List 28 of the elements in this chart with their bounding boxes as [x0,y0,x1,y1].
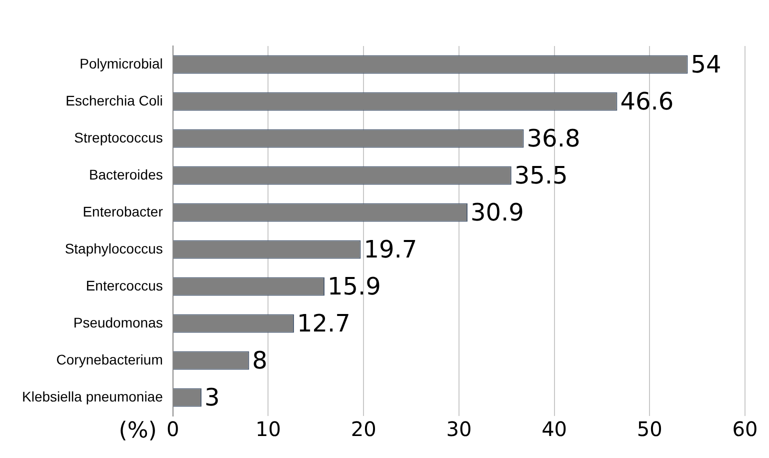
y-tick-label: Enterobacter [82,203,164,220]
data-label: 8 [252,346,268,375]
x-tick-label: 20 [350,417,376,442]
y-tick-label: Entercoccus [86,277,163,294]
data-label: 36.8 [526,124,580,153]
y-tick-label: Corynebacterium [56,351,163,368]
x-tick-label: 50 [636,417,662,442]
data-label: 35.5 [514,162,568,190]
data-label: 3 [204,384,220,412]
y-tick-label: Polymicrobial [80,55,163,72]
data-label: 15.9 [327,272,381,301]
x-tick-label: 60 [732,417,758,442]
y-tick-label: Bacteroides [88,166,163,182]
data-label: 19.7 [364,236,418,264]
y-tick-label: Streptococcus [74,129,163,146]
y-tick-label: Staphylococcus [64,240,163,256]
y-tick-label: Escherchia Coli [66,92,163,108]
x-axis-title: (%) [118,418,157,444]
x-tick-label: 10 [256,417,281,442]
data-label: 12.7 [296,310,350,338]
x-tick-label: 40 [542,417,568,442]
x-tick-label: 0 [166,417,180,442]
y-tick-label: Pseudomonas [73,314,163,330]
data-label: 46.6 [620,88,674,116]
x-tick-label: 30 [446,417,472,442]
data-label: 30.9 [470,198,524,227]
y-tick-label: Klebsiella pneumoniae [22,388,164,404]
data-label: 54 [690,50,722,79]
